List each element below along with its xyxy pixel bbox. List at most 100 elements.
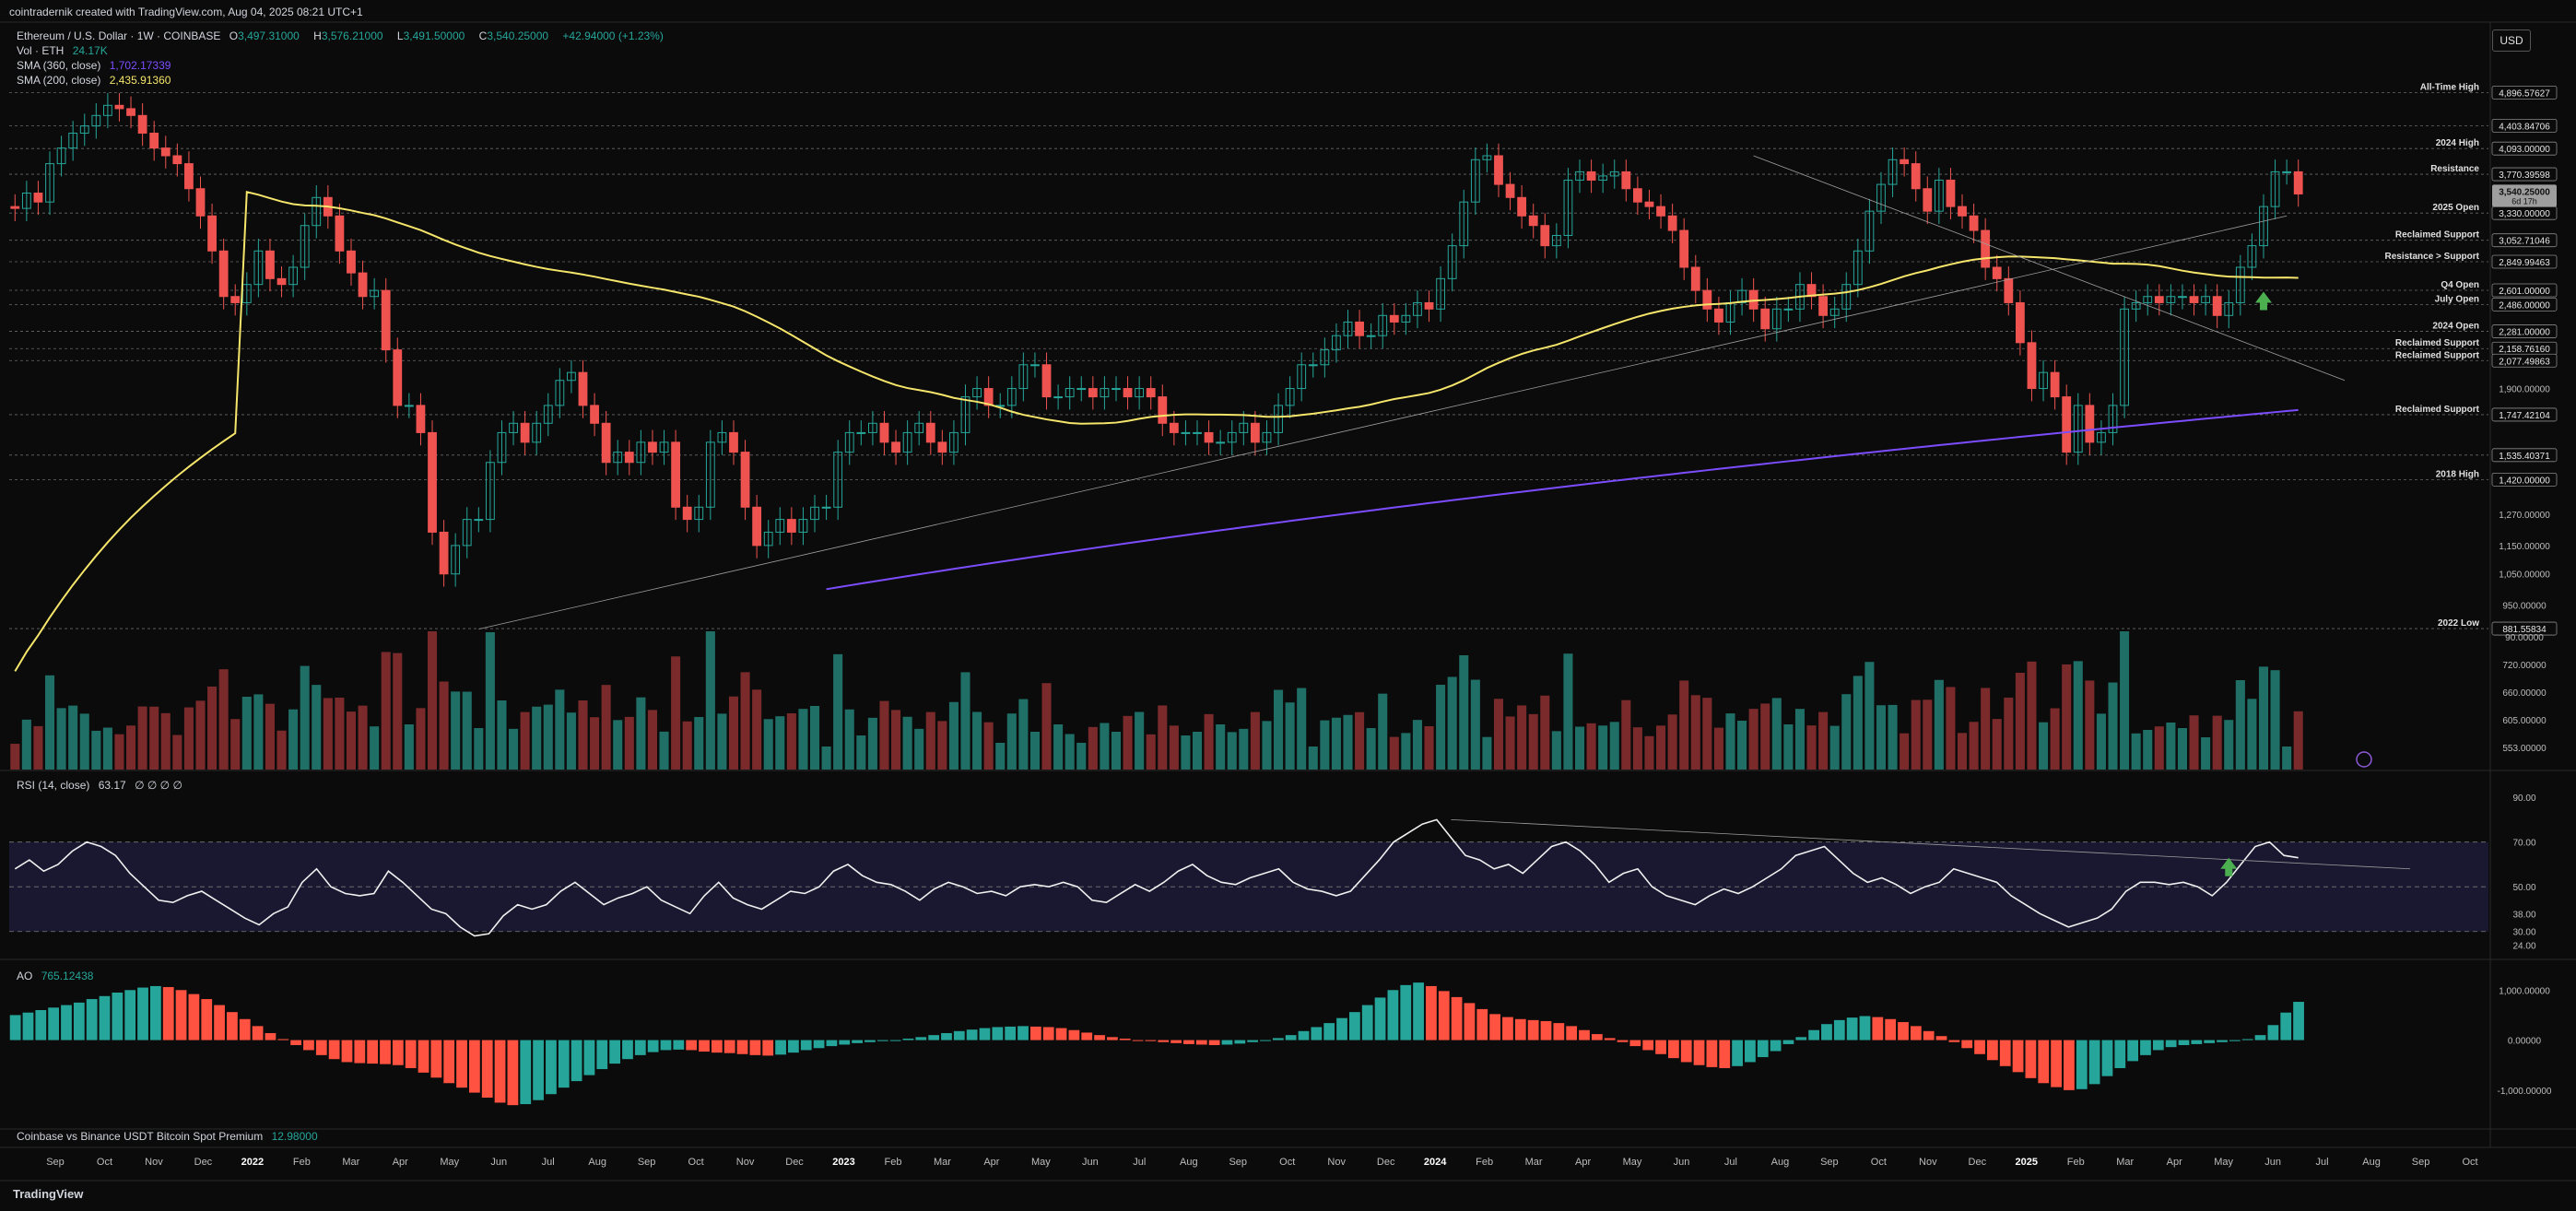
candle-body [960,396,970,433]
volume-bar [91,730,101,770]
volume-bar [1227,732,1237,770]
volume-bar [1934,679,1944,770]
ao-bar [9,1015,21,1041]
ao-bar [112,993,124,1041]
volume-bar [1992,719,2002,770]
volume-bar [1274,689,1284,770]
volume-bar [1888,704,1898,770]
volume-bar [1528,713,1538,770]
ao-bar [1999,1040,2011,1066]
time-axis-tick: Aug [588,1157,606,1168]
ao-bar [341,1040,353,1063]
sma200-legend[interactable]: SMA (200, close) 2,435.91360 [17,74,176,87]
ao-bar [1247,1040,1259,1042]
volume-bar [1771,698,1782,770]
symbol-legend[interactable]: Ethereum / U.S. Dollar · 1W · COINBASE O… [17,29,669,42]
time-axis-tick: Aug [2362,1157,2381,1168]
ao-bar [430,1040,442,1078]
volume-bar [1829,725,1840,770]
rsi-legend[interactable]: RSI (14, close) 63.17 ∅ ∅ ∅ ∅ [17,779,188,792]
sma360-legend[interactable]: SMA (360, close) 1,702.17339 [17,59,176,72]
candle-body [1853,250,1863,286]
ao-bar [1833,1019,1845,1041]
ao-legend[interactable]: AO 765.12438 [17,970,99,982]
ao-bar [1910,1026,1922,1041]
ao-bar [1872,1017,1884,1041]
ao-bar [2280,1012,2292,1041]
candle-body [253,250,264,286]
volume-bar [265,703,275,770]
time-axis-tick: Sep [1820,1157,1839,1168]
candle-body [1528,215,1538,227]
ao-bar [277,1039,289,1041]
volume-legend[interactable]: Vol · ETH 24.17K [17,44,113,57]
time-axis-tick: Apr [983,1157,999,1168]
volume-bar [485,632,495,770]
volume-bar [253,694,264,770]
rsi-arrow-icon [2220,857,2238,876]
candle-body [1888,159,1898,185]
level-price-text: 3,052.71046 [2499,237,2550,247]
ao-bar [1591,1034,1603,1041]
candle-body [1900,159,1910,165]
trendline-rising [478,215,2288,630]
ao-bar [1923,1030,1935,1041]
volume-bar [717,713,727,770]
ao-bar [1974,1040,1985,1054]
volume-bar [1598,725,1608,770]
candle-body [1447,245,1457,279]
candle-body [2039,371,2048,390]
candle-body [1470,159,1480,203]
volume-bar [1135,711,1145,770]
ao-bar [227,1012,238,1041]
ao-bar [456,1040,467,1088]
volume-bar [1702,698,1712,770]
volume-bar [1609,722,1619,770]
candle-body [2097,431,2106,443]
ao-bar [418,1040,429,1073]
candle-body [752,506,762,547]
volume-bar [902,716,912,770]
ao-bar [2127,1040,2139,1062]
ao-bar [865,1040,876,1042]
ao-bar [367,1040,379,1064]
ao-bar [2165,1040,2177,1048]
candle-body [1285,388,1295,406]
tradingview-logo[interactable]: TradingView [13,1187,84,1201]
time-axis-tick: Oct [2462,1157,2477,1168]
currency-button[interactable]: USD [2492,29,2531,52]
ao-bar [1311,1027,1323,1041]
level-label: 2022 Low [2438,618,2479,629]
volume-bar [1853,676,1863,770]
ao-bar [290,1040,302,1045]
ao-bar [1770,1040,1782,1052]
ao-bar [1502,1017,1513,1041]
volume-bar [451,691,461,770]
volume-bar [207,686,218,770]
volume-bar [1876,705,1887,770]
volume-bar [2224,720,2234,770]
volume-bar [833,653,843,770]
candle-body [555,380,565,406]
volume-bar [1343,714,1353,770]
ao-bar [1514,1018,1526,1041]
candle-body [1297,364,1307,390]
volume-bar [2212,715,2222,770]
candle-body [798,519,808,533]
candle-body [33,192,43,203]
time-axis-tick: Sep [2412,1157,2430,1168]
volume-bar [1748,709,1759,770]
candle-body [428,431,437,533]
candle-body [1135,388,1145,398]
premium-legend[interactable]: Coinbase vs Binance USDT Bitcoin Spot Pr… [17,1130,323,1143]
candle-body [1030,364,1040,367]
volume-bar [925,711,935,770]
candle-body [543,405,553,424]
candle-body [682,506,692,521]
volume-bar [312,685,322,770]
ao-bar [1604,1038,1616,1041]
level-price-text: 3,330.00000 [2499,209,2550,219]
time-axis-tick: Feb [293,1157,311,1168]
